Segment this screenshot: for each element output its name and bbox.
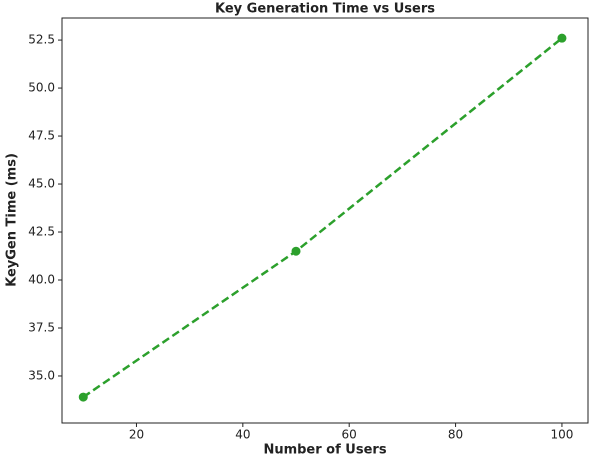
chart-title: Key Generation Time vs Users <box>215 2 435 17</box>
x-tick-label: 60 <box>342 428 357 442</box>
x-tick-label: 80 <box>448 428 463 442</box>
data-point <box>557 33 567 43</box>
y-tick-label: 40.0 <box>28 273 55 287</box>
data-point <box>78 392 88 402</box>
data-line <box>82 37 563 399</box>
y-tick-label: 35.0 <box>28 368 55 382</box>
data-point <box>291 246 301 256</box>
y-tick-label: 52.5 <box>28 33 55 47</box>
y-axis-label: KeyGen Time (ms) <box>5 153 20 287</box>
y-tick-label: 47.5 <box>28 129 55 143</box>
y-tick-label: 42.5 <box>28 225 55 239</box>
y-tick-label: 37.5 <box>28 320 55 334</box>
x-tick-label: 100 <box>550 428 573 442</box>
y-tick-label: 50.0 <box>28 81 55 95</box>
plot-frame <box>61 17 589 424</box>
y-tick-label: 45.0 <box>28 177 55 191</box>
x-tick-label: 40 <box>235 428 250 442</box>
x-axis-label: Number of Users <box>263 443 386 458</box>
x-tick-label: 20 <box>129 428 144 442</box>
